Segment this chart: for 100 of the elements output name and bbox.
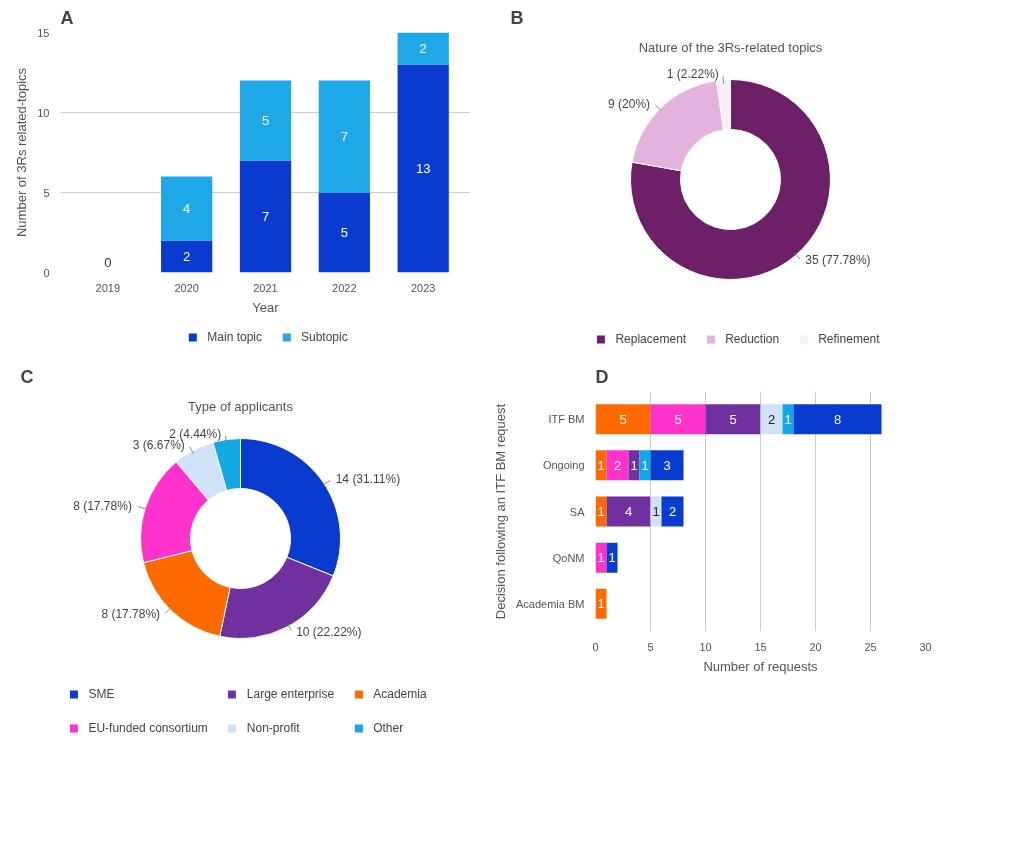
data-label: 13	[415, 161, 431, 176]
x-tick-label: 25	[864, 640, 877, 653]
y-tick-label: 5	[43, 186, 50, 199]
x-tick-label: 2020	[174, 281, 199, 294]
bar	[595, 496, 607, 527]
data-label: 10 (22.22%)	[296, 624, 362, 639]
y-tick-label: 10	[37, 106, 50, 119]
data-label: 2	[183, 249, 191, 264]
x-tick-label: 2023	[410, 281, 436, 294]
bar	[661, 496, 684, 527]
y-tick-label: SA	[569, 505, 586, 518]
data-label: 14 (31.11%)	[335, 472, 401, 487]
x-tick-label: 30	[919, 640, 932, 653]
data-label: 8 (17.78%)	[73, 498, 132, 513]
legend-label: Non-profit	[246, 721, 300, 735]
data-label: 2 (4.44%)	[169, 426, 222, 441]
data-label: 3	[663, 457, 671, 473]
x-tick-label: 2021	[253, 281, 278, 294]
x-tick-label: 20	[809, 640, 822, 653]
x-tick-label: 2019	[95, 281, 121, 294]
bar	[705, 404, 761, 435]
data-label: 1	[597, 550, 605, 566]
legend-label: SME	[88, 687, 115, 701]
legend-label: Other	[373, 721, 404, 735]
data-label: 1	[652, 504, 660, 519]
bar	[161, 240, 213, 273]
data-label: 9 (20%)	[608, 96, 651, 111]
chart-title: Type of applicants	[188, 398, 294, 414]
data-label: 2	[613, 457, 622, 473]
bar	[595, 450, 607, 481]
bar	[650, 496, 662, 527]
y-tick-label: QoNM	[552, 551, 585, 564]
y-axis-title: Decision following an ITF BM request	[493, 403, 509, 620]
bar	[239, 80, 292, 161]
data-label: 1	[784, 411, 792, 427]
data-label: 4	[624, 504, 633, 519]
data-label: 8	[833, 411, 842, 427]
bar	[239, 160, 292, 273]
bar	[650, 450, 684, 481]
y-tick-label: 0	[43, 266, 50, 279]
bar	[606, 450, 629, 481]
bar	[606, 496, 651, 527]
legend-label: Reduction	[725, 332, 780, 346]
bar	[397, 64, 449, 273]
bar	[793, 404, 882, 435]
data-label: 1	[597, 596, 605, 612]
x-tick-label: 5	[647, 640, 654, 653]
data-label: 35 (77.78%)	[805, 253, 871, 268]
data-label: 8 (17.78%)	[101, 607, 161, 622]
data-label: 0	[104, 255, 112, 271]
bar	[595, 542, 607, 573]
bar	[397, 32, 449, 65]
text: B	[510, 7, 524, 28]
data-label: 4	[183, 201, 191, 216]
bar	[782, 404, 794, 435]
y-tick-label: 15	[37, 26, 50, 39]
x-tick-label: 0	[592, 640, 599, 653]
text: D	[595, 366, 609, 387]
y-tick-label: ITF BM	[548, 413, 585, 426]
bar	[318, 192, 370, 273]
x-tick-label: 10	[699, 640, 712, 653]
data-label: 1	[641, 457, 649, 473]
y-axis-title: Number of 3Rs related-topics	[14, 67, 30, 238]
data-label: 1	[597, 504, 605, 519]
data-label: 2	[668, 504, 677, 519]
y-tick-label: Academia BM	[516, 597, 585, 610]
data-label: 5	[261, 113, 270, 128]
data-label: 1 (2.22%)	[666, 67, 719, 82]
legend-label: EU-funded consortium	[88, 721, 208, 735]
legend-label: Subtopic	[301, 330, 348, 344]
bar	[650, 404, 706, 435]
data-label: 7	[340, 129, 348, 144]
legend-label: Main topic	[207, 330, 262, 344]
x-axis-title: Number of requests	[703, 658, 819, 674]
data-label: 5	[729, 411, 737, 427]
x-axis-title: Year	[252, 299, 280, 315]
data-label: 1	[630, 457, 638, 473]
data-label: 2	[419, 41, 427, 56]
x-tick-label: 15	[754, 640, 767, 653]
bar	[760, 404, 783, 435]
bar	[595, 588, 607, 619]
data-label: 7	[261, 209, 270, 224]
x-tick-label: 2022	[332, 281, 357, 294]
legend-label: Refinement	[818, 332, 880, 346]
data-label: 1	[608, 550, 616, 566]
chart-title: Nature of the 3Rs-related topics	[638, 39, 823, 55]
data-label: 5	[674, 411, 682, 427]
data-label: 5	[340, 225, 348, 240]
bar	[595, 404, 651, 435]
bar	[628, 450, 640, 481]
bar	[606, 542, 618, 573]
text: C	[20, 366, 34, 387]
legend-label: Replacement	[615, 332, 687, 346]
y-tick-label: Ongoing	[542, 459, 585, 472]
data-label: 5	[619, 411, 627, 427]
legend-label: Academia	[373, 687, 427, 701]
text: A	[60, 7, 74, 28]
bar	[639, 450, 651, 481]
data-label: 1	[597, 457, 605, 473]
bar	[161, 176, 213, 241]
